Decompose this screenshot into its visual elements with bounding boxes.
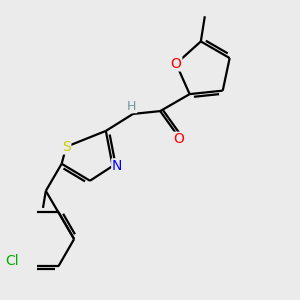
Text: O: O — [171, 57, 182, 71]
Text: N: N — [112, 159, 122, 173]
Text: O: O — [173, 132, 184, 146]
Text: S: S — [62, 140, 70, 154]
Text: H: H — [127, 100, 136, 112]
Text: Cl: Cl — [5, 254, 19, 268]
